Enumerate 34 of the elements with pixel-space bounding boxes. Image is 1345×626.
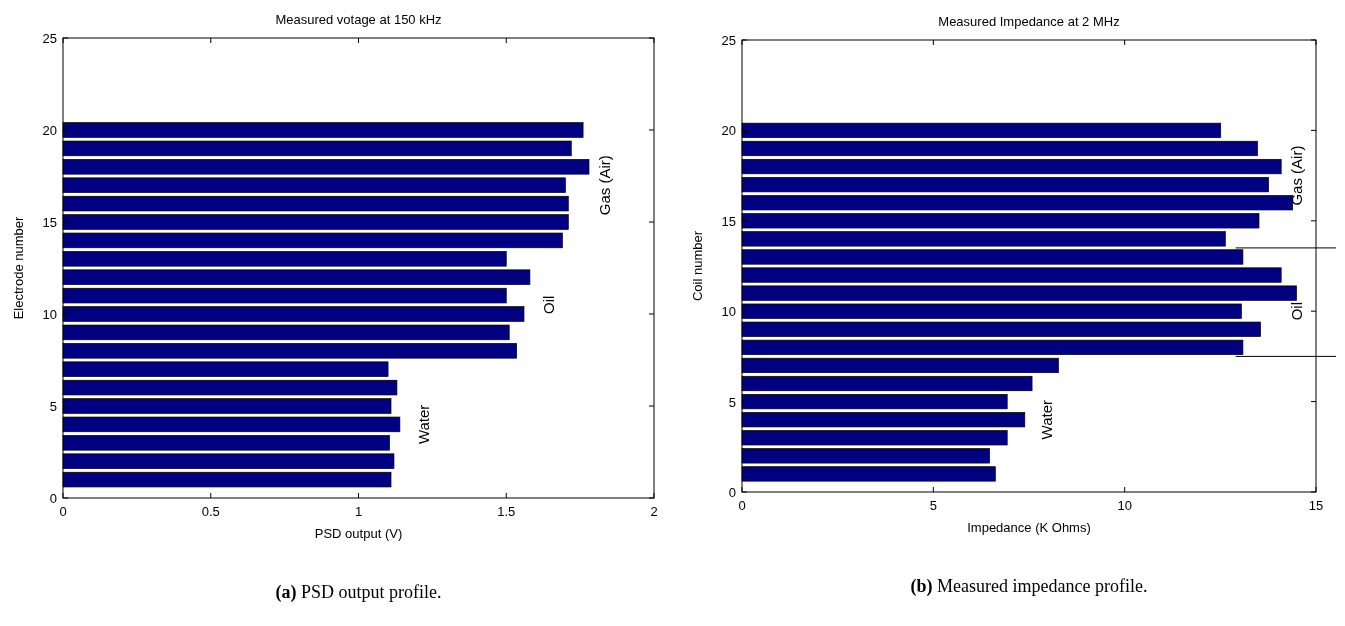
x-tick-label: 1.5 (497, 504, 516, 519)
x-tick-label: 0 (59, 504, 67, 519)
text: (a) PSD output profile. (275, 582, 442, 603)
y-axis-title: Electrode number (11, 216, 26, 320)
annotation: Water (415, 404, 433, 445)
x-tick-label: 2 (650, 504, 658, 519)
x-tick-label: 0 (738, 498, 746, 513)
y-tick-label: 15 (42, 215, 57, 230)
y-tick-label: 20 (42, 123, 57, 138)
y-tick-label: 25 (721, 33, 736, 48)
x-axis-title: Impedance (K Ohms) (967, 520, 1091, 535)
x-tick-label: 10 (1117, 498, 1132, 513)
annotation: Gas (Air) (1287, 145, 1305, 206)
y-tick-label: 25 (42, 31, 57, 46)
y-tick-label: 10 (42, 307, 57, 322)
y-tick-label: 20 (721, 123, 736, 139)
annotation: Gas (Air) (595, 155, 613, 216)
y-tick-label: 5 (728, 394, 736, 410)
chart-title: Measured Impedance at 2 MHz (938, 14, 1120, 29)
x-tick-label: 1 (354, 504, 363, 519)
x-tick-label: 0.5 (201, 504, 220, 519)
y-tick-label: 0 (728, 485, 736, 500)
y-tick-label: 10 (721, 304, 736, 320)
x-tick-label: 5 (929, 498, 937, 513)
y-axis-title: Coil number (690, 230, 705, 302)
x-axis-title: PSD output (V) (314, 526, 403, 541)
annotation: Water (1037, 399, 1055, 440)
y-tick-label: 5 (49, 399, 57, 414)
y-tick-label: 15 (721, 213, 736, 229)
annotation: Oil (539, 295, 557, 314)
annotation: Oil (1287, 302, 1305, 321)
text: (b) Measured impedance profile. (910, 576, 1148, 597)
chart-title: Measured votage at 150 kHz (275, 12, 442, 27)
x-tick-label: 15 (1308, 498, 1324, 513)
